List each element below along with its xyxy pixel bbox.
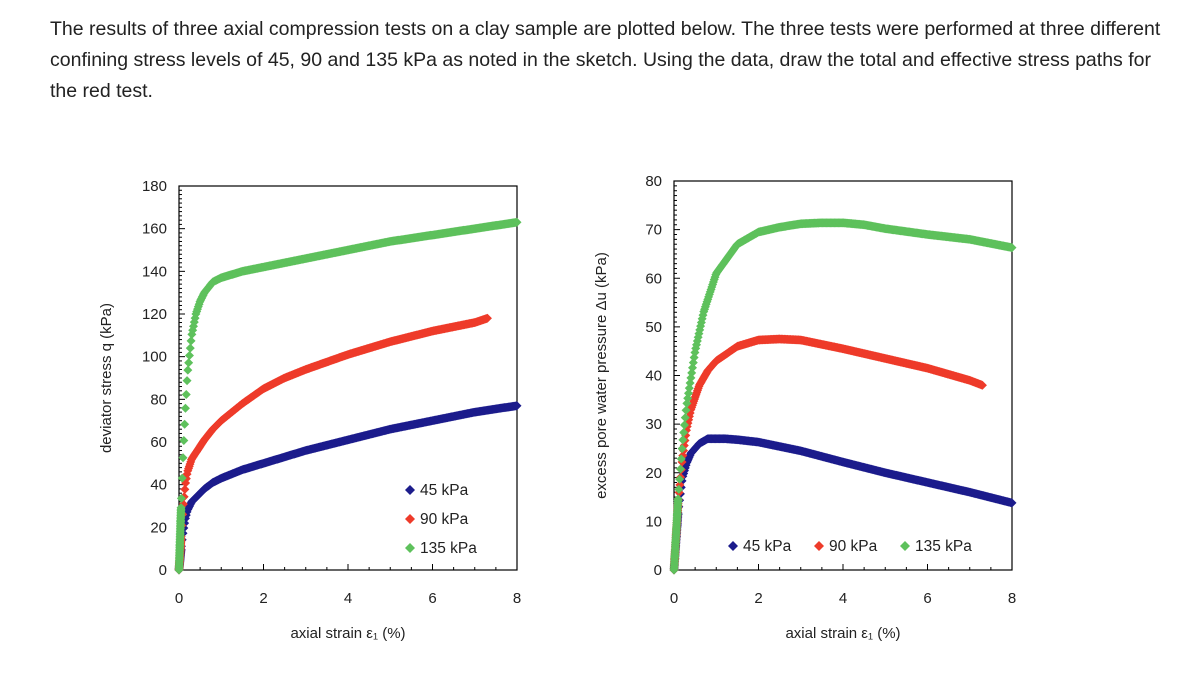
legend-marker [900,541,910,551]
data-point [184,358,194,368]
data-point [182,376,192,386]
legend-entry: 90 kPa [829,538,878,555]
data-point [176,503,186,513]
x-tick-label: 8 [513,590,521,607]
data-point [679,420,689,430]
y-tick-label: 10 [645,513,662,530]
y-tick-label: 160 [142,221,167,238]
data-point [512,217,522,227]
y-tick-label: 100 [142,349,167,366]
y-axis-label: deviator stress q (kPa) [98,303,115,453]
x-tick-label: 8 [1008,590,1016,607]
y-tick-label: 30 [645,416,662,433]
data-point [1007,243,1017,253]
series-135-kPa [669,218,1017,575]
data-point [977,380,987,390]
data-point [180,419,190,429]
series-90-kPa [669,334,987,575]
y-tick-label: 140 [142,263,167,280]
y-tick-label: 180 [142,178,167,195]
legend-entry: 45 kPa [743,538,792,555]
legend-marker [405,485,415,495]
y-tick-label: 80 [645,173,662,190]
x-tick-label: 4 [839,590,847,607]
data-point [512,401,522,411]
x-tick-label: 2 [754,590,762,607]
y-tick-label: 40 [150,477,167,494]
data-point [180,403,190,413]
series-135-kPa [174,217,522,575]
x-axis-label: axial strain ε₁ (%) [785,625,900,642]
y-tick-label: 0 [654,562,662,579]
x-tick-label: 2 [259,590,267,607]
data-point [1007,498,1017,508]
data-point [180,484,190,494]
series-45-kPa [669,434,1017,575]
y-axis-label: excess pore water pressure Δu (kPa) [593,252,610,499]
y-tick-label: 0 [159,562,167,579]
data-point [186,336,196,346]
data-point [673,494,683,504]
chart-2: 0 10 20 30 40 50 60 70 80 0 2 4 6 8 axial strain ε₁ (%… [593,173,1017,642]
x-tick-label: 4 [344,590,352,607]
data-point [482,313,492,323]
x-axis-label: axial strain ε₁ (%) [290,625,405,642]
legend-marker [814,541,824,551]
data-point [181,389,191,399]
data-point [177,473,187,483]
legend-entry: 135 kPa [420,540,477,557]
y-tick-label: 80 [150,391,167,408]
data-point [674,484,684,494]
x-tick-label: 6 [428,590,436,607]
x-tick-label: 6 [923,590,931,607]
data-point [183,365,193,375]
y-tick-label: 50 [645,319,662,336]
data-point [179,435,189,445]
y-tick-label: 20 [645,465,662,482]
x-tick-label: 0 [670,590,678,607]
y-tick-label: 60 [150,434,167,451]
data-point [675,464,685,474]
legend-marker [405,543,415,553]
y-tick-label: 120 [142,306,167,323]
data-point [677,444,687,454]
data-point [178,453,188,463]
y-tick-label: 20 [150,519,167,536]
data-point [176,493,186,503]
data-point [681,405,691,415]
chart-1: 0 20 40 60 80 100 120 140 160 180 0 2 4 6 8 axial strai… [98,178,522,642]
data-point [184,350,194,360]
data-point [675,474,685,484]
legend-marker [405,514,415,524]
x-tick-label: 0 [175,590,183,607]
data-point [185,343,195,353]
legend-entry: 45 kPa [420,482,469,499]
legend: 45 kPa 90 kPa 135 kPa [405,482,477,557]
y-tick-label: 40 [645,368,662,385]
legend: 45 kPa 90 kPa 135 kPa [728,538,972,555]
data-point [680,413,690,423]
data-point [678,435,688,445]
legend-marker [728,541,738,551]
data-point [676,454,686,464]
problem-statement: The results of three axial compression t… [50,18,1161,102]
data-point [679,427,689,437]
legend-entry: 90 kPa [420,511,469,528]
y-tick-label: 70 [645,222,662,239]
y-tick-label: 60 [645,270,662,287]
legend-entry: 135 kPa [915,538,972,555]
